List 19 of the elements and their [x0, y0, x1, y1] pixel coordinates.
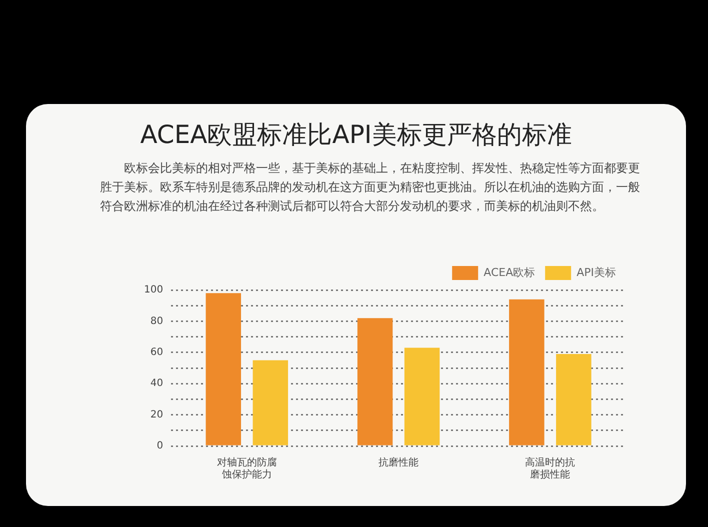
x-tick-label: 抗磨性能 — [378, 456, 419, 469]
y-tick-label: 40 — [150, 378, 164, 390]
legend-label: ACEA欧标 — [484, 266, 536, 279]
bar — [357, 318, 393, 446]
bar — [252, 360, 288, 446]
bar — [206, 293, 242, 446]
y-tick-label: 80 — [150, 316, 164, 327]
bar — [404, 348, 440, 446]
y-tick-label: 60 — [150, 346, 164, 358]
bar — [556, 354, 592, 446]
chart-subtitle: 欧标会比美标的相对严格一些，基于美标的基础上，在粘度控制、挥发性、热稳定性等方面都要更胜于美标。欧系车特别是德系品牌的发动机在这方面更为精密也更挑油。所以在机油的选购方面，一般符合欧洲标准的机油在经过各种测试后都可以符合大部分发动机的要求，而美标的机油则不然。 — [100, 160, 641, 215]
bar — [509, 299, 544, 446]
legend-label: API美标 — [576, 266, 616, 279]
y-tick-label: 0 — [156, 440, 164, 452]
y-tick-label: 100 — [144, 284, 164, 296]
y-tick-label: 20 — [150, 409, 164, 420]
x-tick-label: 高温时的抗磨损性能 — [525, 456, 576, 481]
chart-title: ACEA欧盟标准比API美标更严格的标准 — [139, 119, 573, 151]
x-tick-label: 对轴瓦的防腐蚀保护能力 — [216, 456, 277, 481]
